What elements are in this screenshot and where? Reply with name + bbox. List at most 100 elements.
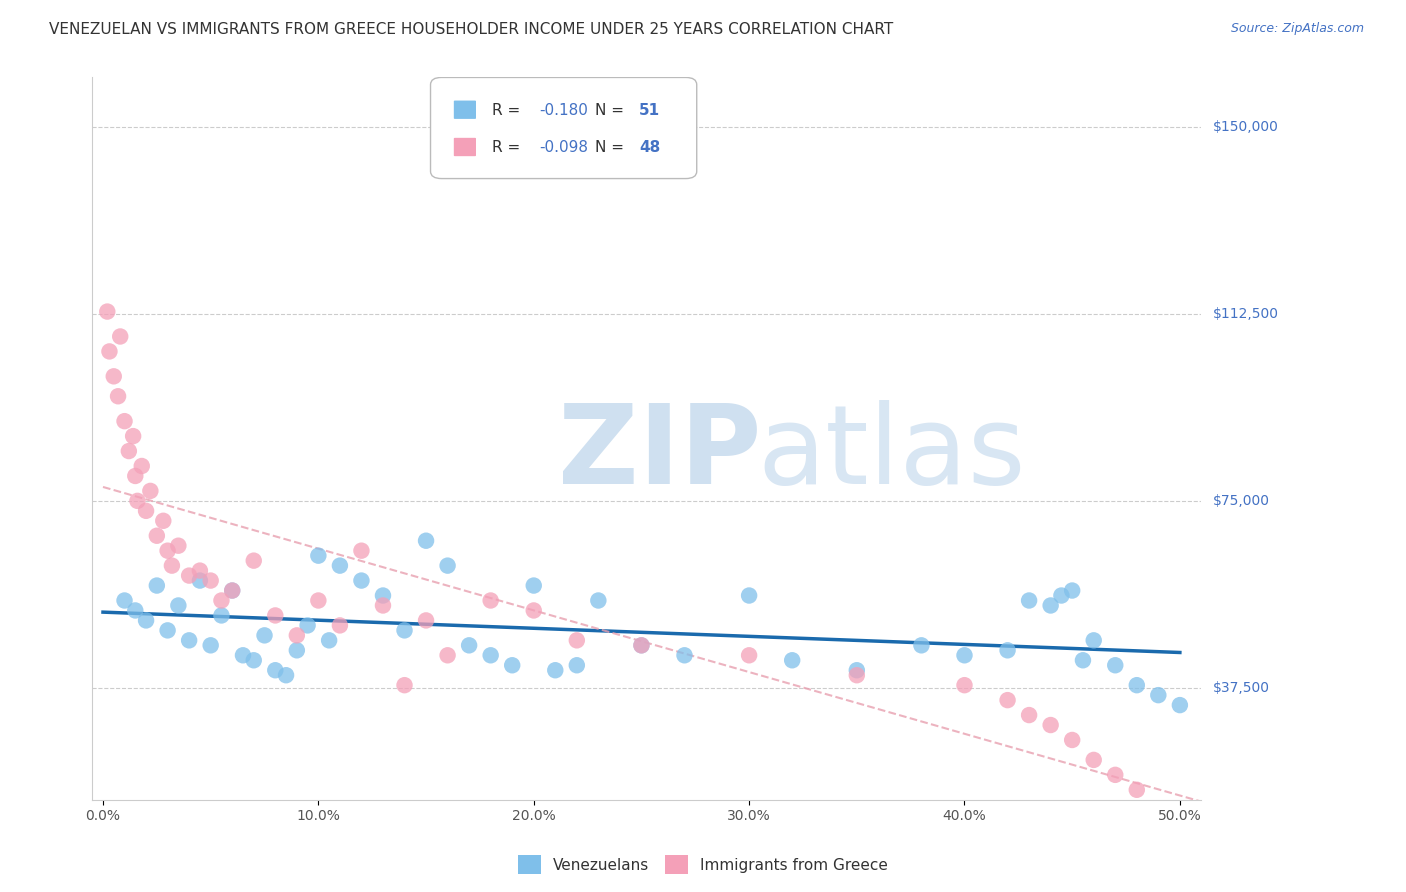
Point bbox=[167, 599, 190, 613]
Point bbox=[1039, 599, 1062, 613]
Point bbox=[118, 444, 141, 458]
Point bbox=[1168, 698, 1191, 712]
Point bbox=[307, 593, 329, 607]
Point bbox=[179, 633, 201, 648]
Point bbox=[394, 624, 416, 638]
Point bbox=[436, 648, 458, 663]
Point bbox=[221, 583, 243, 598]
Point bbox=[1083, 633, 1105, 648]
Point bbox=[1018, 593, 1040, 607]
Point bbox=[1083, 753, 1105, 767]
Point bbox=[1104, 768, 1126, 782]
Point bbox=[415, 614, 437, 628]
Point bbox=[329, 558, 352, 573]
Point bbox=[211, 593, 233, 607]
Point bbox=[167, 539, 190, 553]
Point bbox=[479, 593, 502, 607]
Point bbox=[1018, 708, 1040, 723]
Point bbox=[253, 628, 276, 642]
Point bbox=[1050, 589, 1073, 603]
Point bbox=[415, 533, 437, 548]
Point bbox=[738, 648, 761, 663]
Point bbox=[135, 504, 157, 518]
Text: N =: N = bbox=[595, 140, 628, 155]
FancyBboxPatch shape bbox=[454, 101, 477, 119]
Point bbox=[200, 638, 222, 652]
Text: $112,500: $112,500 bbox=[1212, 307, 1278, 321]
Point bbox=[188, 564, 211, 578]
Point bbox=[114, 593, 136, 607]
Point bbox=[738, 589, 761, 603]
Point bbox=[307, 549, 329, 563]
Point bbox=[297, 618, 319, 632]
Point bbox=[139, 483, 162, 498]
Point bbox=[103, 369, 125, 384]
Point bbox=[1039, 718, 1062, 732]
Point bbox=[780, 653, 803, 667]
Point bbox=[845, 663, 868, 677]
Text: $37,500: $37,500 bbox=[1212, 681, 1270, 695]
FancyBboxPatch shape bbox=[454, 138, 477, 156]
Point bbox=[285, 628, 308, 642]
Point bbox=[953, 678, 976, 692]
Text: VENEZUELAN VS IMMIGRANTS FROM GREECE HOUSEHOLDER INCOME UNDER 25 YEARS CORRELATI: VENEZUELAN VS IMMIGRANTS FROM GREECE HOU… bbox=[49, 22, 893, 37]
Point bbox=[146, 578, 169, 592]
Point bbox=[264, 608, 287, 623]
Text: 51: 51 bbox=[640, 103, 661, 118]
Point bbox=[523, 578, 546, 592]
Point bbox=[156, 543, 179, 558]
Text: R =: R = bbox=[492, 103, 524, 118]
FancyBboxPatch shape bbox=[430, 78, 697, 178]
Point bbox=[1104, 658, 1126, 673]
Point bbox=[122, 429, 145, 443]
Point bbox=[1062, 733, 1084, 747]
Point bbox=[588, 593, 610, 607]
Point bbox=[1062, 583, 1084, 598]
Text: N =: N = bbox=[595, 103, 628, 118]
Point bbox=[107, 389, 129, 403]
Point bbox=[160, 558, 183, 573]
Point bbox=[1147, 803, 1170, 817]
Point bbox=[221, 583, 243, 598]
Point bbox=[394, 678, 416, 692]
Point bbox=[329, 618, 352, 632]
Point bbox=[318, 633, 340, 648]
Legend: Venezuelans, Immigrants from Greece: Venezuelans, Immigrants from Greece bbox=[512, 849, 894, 880]
Point bbox=[242, 653, 264, 667]
Point bbox=[98, 344, 121, 359]
Point bbox=[114, 414, 136, 428]
Point bbox=[371, 589, 394, 603]
Point bbox=[124, 469, 146, 483]
Point bbox=[371, 599, 394, 613]
Point bbox=[953, 648, 976, 663]
Text: $150,000: $150,000 bbox=[1212, 120, 1278, 135]
Point bbox=[910, 638, 932, 652]
Text: -0.180: -0.180 bbox=[540, 103, 588, 118]
Point bbox=[458, 638, 481, 652]
Point bbox=[146, 529, 169, 543]
Point bbox=[274, 668, 297, 682]
Point bbox=[630, 638, 652, 652]
Text: 48: 48 bbox=[640, 140, 661, 155]
Point bbox=[124, 603, 146, 617]
Point bbox=[135, 614, 157, 628]
Point bbox=[200, 574, 222, 588]
Point bbox=[845, 668, 868, 682]
Point bbox=[630, 638, 652, 652]
Point bbox=[565, 633, 588, 648]
Text: atlas: atlas bbox=[758, 400, 1026, 507]
Point bbox=[1126, 678, 1149, 692]
Point bbox=[285, 643, 308, 657]
Text: R =: R = bbox=[492, 140, 524, 155]
Text: ZIP: ZIP bbox=[558, 400, 762, 507]
Text: $75,000: $75,000 bbox=[1212, 494, 1270, 508]
Point bbox=[350, 574, 373, 588]
Point bbox=[523, 603, 546, 617]
Point bbox=[152, 514, 174, 528]
Text: -0.098: -0.098 bbox=[540, 140, 588, 155]
Point bbox=[242, 554, 264, 568]
Point bbox=[127, 494, 149, 508]
Point bbox=[997, 693, 1019, 707]
Point bbox=[131, 458, 153, 473]
Point bbox=[264, 663, 287, 677]
